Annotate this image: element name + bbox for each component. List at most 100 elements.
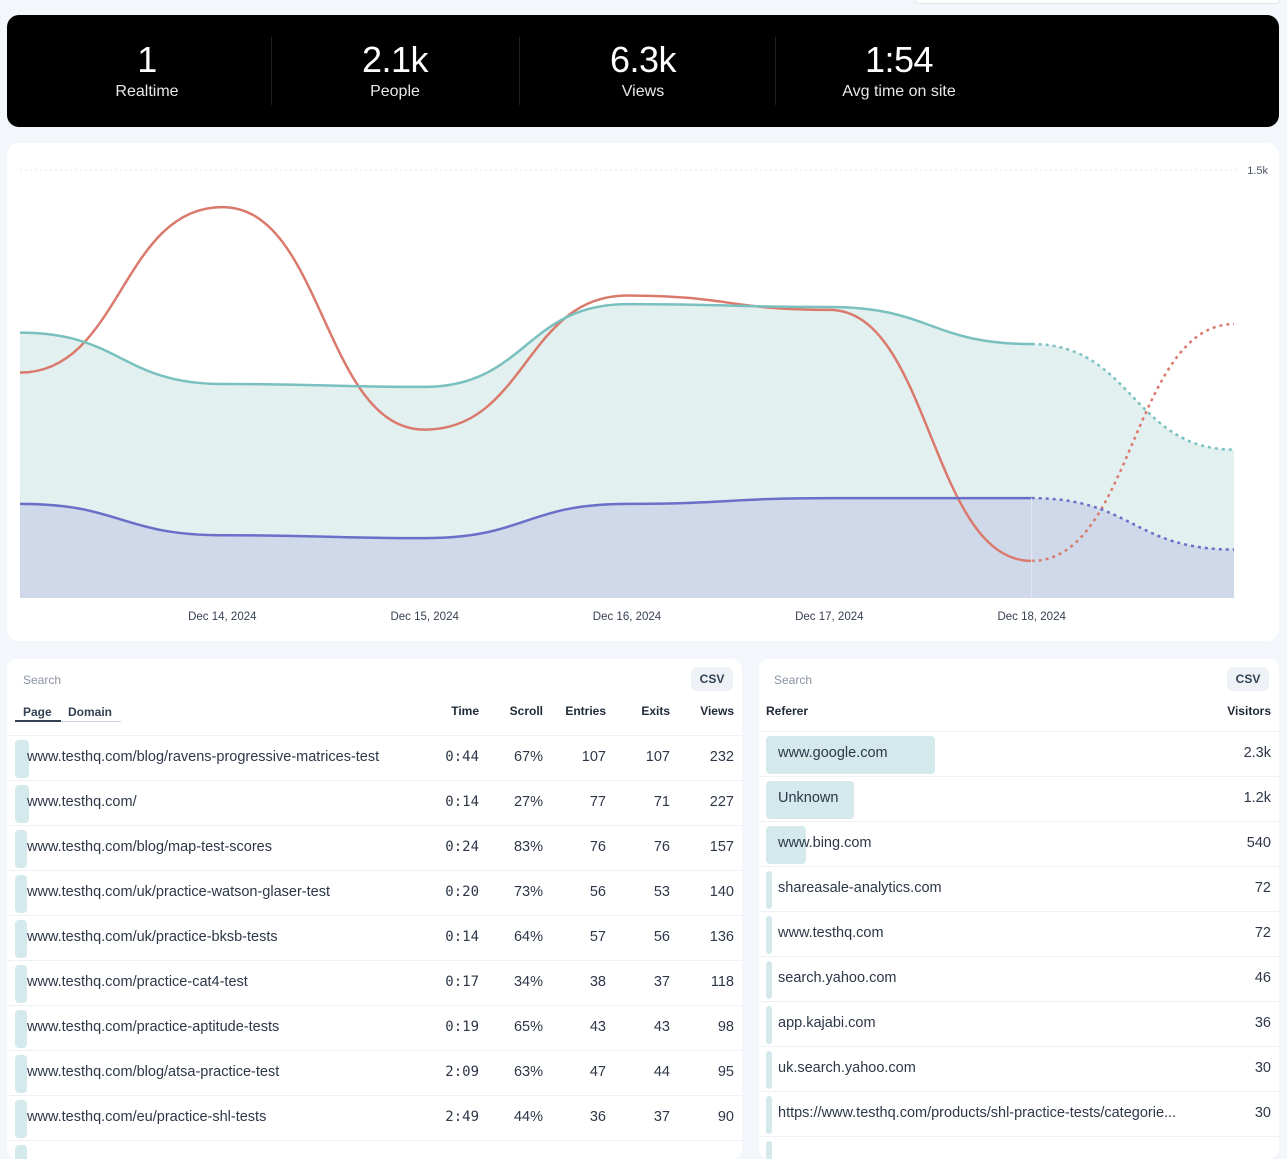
exits-cell: 76 [617,839,670,855]
page-path[interactable]: www.testhq.com/blog/map-test-scores [27,839,272,855]
referrer-name[interactable]: https://www.testhq.com/products/shl-prac… [778,1105,1176,1121]
scroll-cell: 34% [487,974,543,990]
stat-avg-time[interactable]: 1:54 Avg time on site [774,15,1024,127]
tab-active-indicator [15,720,61,722]
visitors-cell: 1.2k [1189,790,1271,806]
referrer-name[interactable]: app.kajabi.com [778,1015,876,1031]
table-row[interactable]: www.testhq.com/blog/ravens-progressive-m… [7,735,742,781]
referrer-name[interactable]: www.bing.com [778,835,871,851]
exits-cell: 71 [617,794,670,810]
referrer-name[interactable]: shareasale-analytics.com [778,880,942,896]
visitors-cell: 540 [1189,835,1271,851]
row-share-bar [766,961,772,999]
referrer-name[interactable]: search.yahoo.com [778,970,896,986]
entries-cell: 76 [547,839,606,855]
exits-cell: 43 [617,1019,670,1035]
tab-domain[interactable]: Domain [68,705,112,719]
time-cell: 0:20 [427,884,479,900]
scroll-cell: 27% [487,794,543,810]
table-row[interactable]: www.testhq.com/eu/practice-shl-tests 2:49… [7,1095,742,1141]
referrers-csv-button[interactable]: CSV [1227,667,1269,691]
referrer-row[interactable]: www.bing.com 540 [759,821,1279,867]
row-share-bar [15,1145,27,1159]
page-path[interactable]: www.testhq.com/ [27,794,137,810]
col-exits[interactable]: Exits [617,704,670,718]
page-path[interactable]: www.testhq.com/practice-aptitude-tests [27,1019,279,1035]
col-scroll[interactable]: Scroll [487,704,543,718]
views-cell: 98 [677,1019,734,1035]
referrer-name[interactable]: Unknown [778,790,838,806]
referrers-panel: Search CSV Referer Visitors www.google.c… [759,659,1279,1159]
visitors-cell: 2.3k [1189,745,1271,761]
row-share-bar [766,1141,772,1159]
referrer-row[interactable]: search.yahoo.com 46 [759,956,1279,1002]
x-tick-label: Dec 15, 2024 [390,611,459,623]
scroll-cell: 73% [487,884,543,900]
col-referer[interactable]: Referer [766,704,808,718]
pages-csv-button[interactable]: CSV [691,667,733,691]
scroll-cell: 63% [487,1064,543,1080]
referrers-search-input[interactable]: Search [774,673,812,687]
page-path[interactable]: www.testhq.com/blog/ravens-progressive-m… [27,749,379,765]
referrer-name[interactable]: uk.search.yahoo.com [778,1060,916,1076]
time-cell: 0:24 [427,839,479,855]
visitors-cell: 72 [1189,925,1271,941]
row-share-bar [766,1096,772,1134]
entries-cell: 57 [547,929,606,945]
top-search-field[interactable] [914,0,1280,4]
table-row[interactable]: www.testhq.com/blog/map-test-scores 0:24 8… [7,825,742,871]
page-path[interactable]: www.testhq.com/uk/practice-bksb-tests [27,929,278,945]
scroll-cell: 83% [487,839,543,855]
row-share-bar [15,1055,27,1093]
views-cell: 136 [677,929,734,945]
page-path[interactable]: www.testhq.com/practice-cat4-test [27,974,248,990]
row-share-bar [766,1051,772,1089]
col-views[interactable]: Views [677,704,734,718]
exits-cell: 44 [617,1064,670,1080]
time-cell: 0:14 [427,794,479,810]
referrer-name[interactable]: www.testhq.com [778,925,884,941]
table-row[interactable]: www.testhq.com/uk/practice-bksb-tests 0:1… [7,915,742,961]
row-share-bar [15,875,27,913]
referrer-row[interactable]: Unknown 1.2k [759,776,1279,822]
row-share-bar [15,830,27,868]
table-row[interactable] [7,1140,742,1159]
page-path[interactable]: www.testhq.com/uk/practice-watson-glaser… [27,884,330,900]
col-time[interactable]: Time [427,704,479,718]
page-path[interactable]: www.testhq.com/eu/practice-shl-tests [27,1109,266,1125]
tab-page[interactable]: Page [23,705,52,719]
stat-realtime[interactable]: 1 Realtime [22,15,272,127]
views-cell: 227 [677,794,734,810]
page-path[interactable]: www.testhq.com/blog/atsa-practice-test [27,1064,279,1080]
col-visitors[interactable]: Visitors [1189,704,1271,718]
stat-label: Views [518,83,768,101]
referrer-row[interactable]: www.google.com 2.3k [759,731,1279,777]
time-cell: 2:49 [427,1109,479,1125]
row-share-bar [15,1010,27,1048]
stat-people[interactable]: 2.1k People [270,15,520,127]
col-entries[interactable]: Entries [547,704,606,718]
stat-label: Realtime [22,83,272,101]
row-share-bar [15,965,27,1003]
visitors-cell: 46 [1189,970,1271,986]
referrer-name[interactable]: www.google.com [778,745,888,761]
stat-views[interactable]: 6.3k Views [518,15,768,127]
table-row[interactable]: www.testhq.com/practice-cat4-test 0:17 34%… [7,960,742,1006]
pages-search-input[interactable]: Search [23,673,61,687]
exits-cell: 37 [617,1109,670,1125]
time-cell: 0:17 [427,974,479,990]
table-row[interactable]: www.testhq.com/uk/practice-watson-glaser… [7,870,742,916]
referrer-row[interactable]: https://www.testhq.com/products/shl-prac… [759,1091,1279,1137]
time-cell: 0:44 [427,749,479,765]
x-tick-label: Dec 16, 2024 [593,611,662,623]
referrer-row[interactable]: www.testhq.com 72 [759,911,1279,957]
time-cell: 0:14 [427,929,479,945]
entries-cell: 107 [547,749,606,765]
